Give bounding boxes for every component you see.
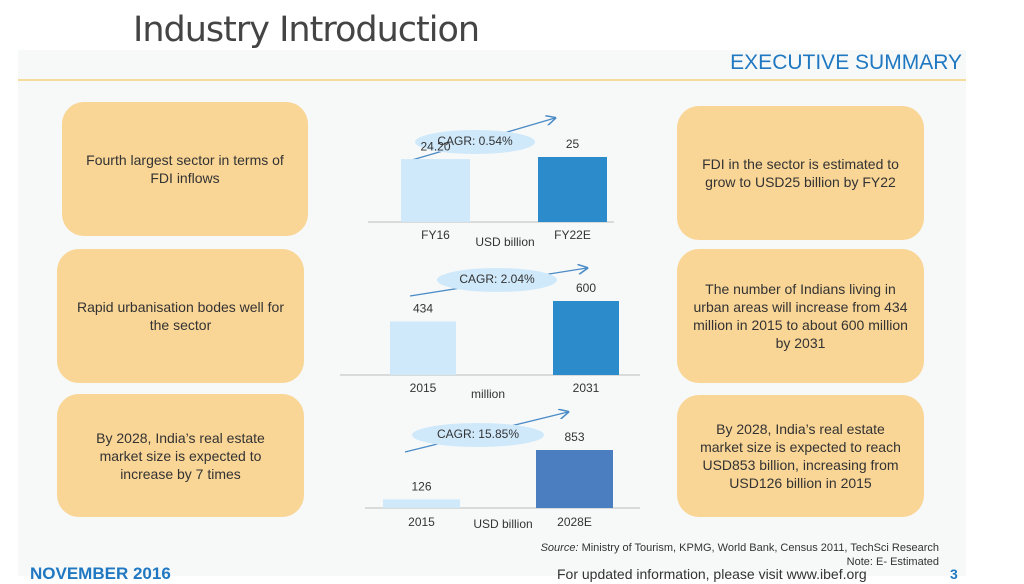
value-label: 24.20: [420, 139, 450, 153]
value-label: 434: [413, 302, 433, 316]
right-box: The number of Indians living in urban ar…: [677, 249, 924, 383]
category-label: FY22E: [554, 228, 591, 242]
cagr-label: CAGR: 15.85%: [437, 427, 519, 441]
bar: [390, 321, 456, 375]
value-label: 600: [576, 281, 596, 295]
category-label: FY16: [421, 228, 450, 242]
value-label: 25: [566, 137, 580, 151]
header: EXECUTIVE SUMMARY: [730, 51, 962, 74]
footer-left: NOVEMBER 2016: [30, 564, 171, 583]
cagr-bubble: [412, 423, 544, 447]
category-label: 2015: [408, 515, 435, 529]
bar: [383, 499, 460, 508]
note: Note: E- Estimated: [846, 556, 939, 568]
source-line: Source: Ministry of Tourism, KPMG, World…: [541, 542, 939, 554]
unit-label: million: [471, 387, 505, 401]
footer-right: For updated information, please visit ww…: [557, 566, 867, 582]
cagr-bubble: [437, 268, 557, 292]
page-number: 3: [950, 566, 958, 582]
unit-label: USD billion: [473, 517, 532, 531]
bar: [536, 450, 613, 508]
right-box: By 2028, India’s real estate market size…: [677, 395, 924, 517]
category-label: 2015: [410, 381, 437, 395]
bar: [401, 159, 470, 222]
value-label: 126: [411, 480, 431, 494]
left-box: By 2028, India’s real estate market size…: [57, 394, 304, 517]
category-label: 2028E: [557, 515, 592, 529]
slide-title: Industry Introduction: [133, 10, 480, 50]
source-label: Source:: [540, 542, 579, 554]
cagr-label: CAGR: 0.54%: [437, 134, 513, 148]
right-box: FDI in the sector is estimated to grow t…: [677, 106, 924, 240]
cagr-label: CAGR: 2.04%: [459, 272, 535, 286]
category-label: 2031: [573, 381, 600, 395]
bar: [553, 301, 619, 375]
cagr-bubble: [415, 130, 535, 154]
source: Ministry of Tourism, KPMG, World Bank, C…: [581, 542, 939, 554]
bar: [538, 157, 607, 222]
left-box: Rapid urbanisation bodes well for the se…: [57, 249, 304, 383]
unit-label: USD billion: [475, 235, 534, 249]
value-label: 853: [564, 430, 584, 444]
left-box: Fourth largest sector in terms of FDI in…: [62, 102, 308, 236]
header-rule: [18, 79, 966, 81]
